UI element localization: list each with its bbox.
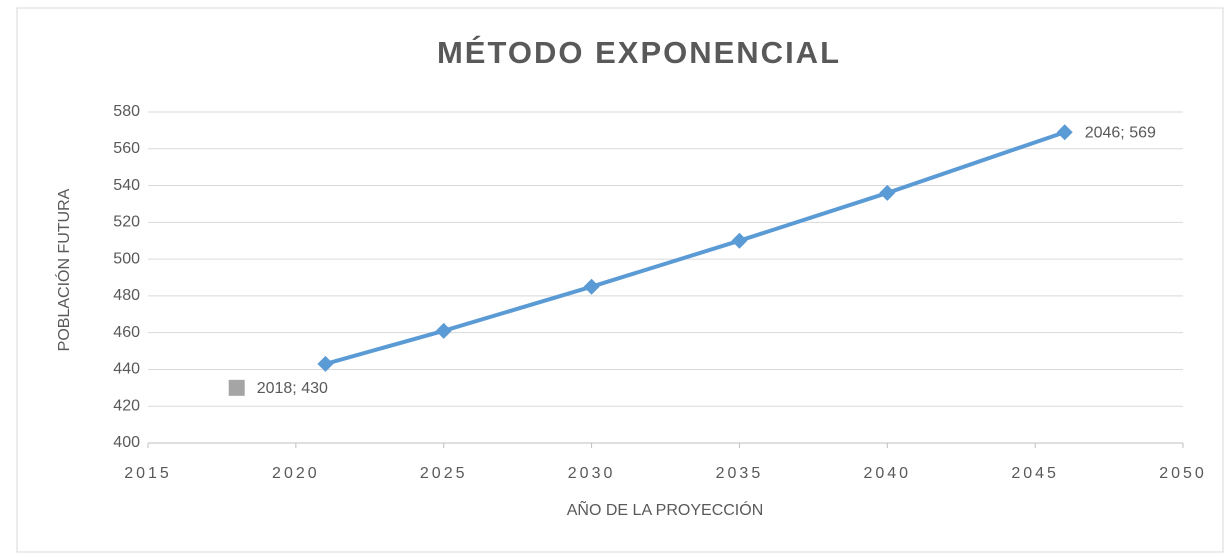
x-tick-label: 2030 <box>568 465 616 482</box>
marker <box>583 278 600 295</box>
x-tick-label: 2015 <box>124 465 172 482</box>
y-tick-label: 440 <box>113 361 140 378</box>
data-label: 2018; 430 <box>257 380 328 397</box>
x-tick-label: 2045 <box>1011 465 1059 482</box>
y-tick-label: 500 <box>113 250 140 267</box>
y-tick-label: 560 <box>113 140 140 157</box>
x-tick-label: 2020 <box>272 465 320 482</box>
x-tick-label: 2040 <box>863 465 911 482</box>
marker <box>879 184 896 201</box>
chart-title: MÉTODO EXPONENCIAL <box>437 35 841 70</box>
y-tick-label: 520 <box>113 214 140 231</box>
y-tick-label: 420 <box>113 397 140 414</box>
y-tick-label: 540 <box>113 177 140 194</box>
x-tick-label: 2050 <box>1159 465 1207 482</box>
x-tick-label: 2035 <box>716 465 764 482</box>
marker <box>435 322 452 339</box>
y-tick-label: 400 <box>113 434 140 451</box>
y-axis-title: POBLACIÓN FUTURA <box>54 188 73 351</box>
y-tick-label: 460 <box>113 324 140 341</box>
x-axis-title: AÑO DE LA PROYECCIÓN <box>567 499 764 519</box>
chart-border <box>16 7 1224 553</box>
x-tick-label: 2025 <box>420 465 468 482</box>
marker <box>317 355 334 372</box>
data-label: 2046; 569 <box>1085 124 1156 141</box>
y-tick-label: 580 <box>113 103 140 120</box>
series-line <box>324 130 1066 366</box>
marker <box>1056 124 1073 141</box>
marker <box>731 232 748 249</box>
marker <box>228 379 245 396</box>
y-tick-label: 480 <box>113 287 140 304</box>
